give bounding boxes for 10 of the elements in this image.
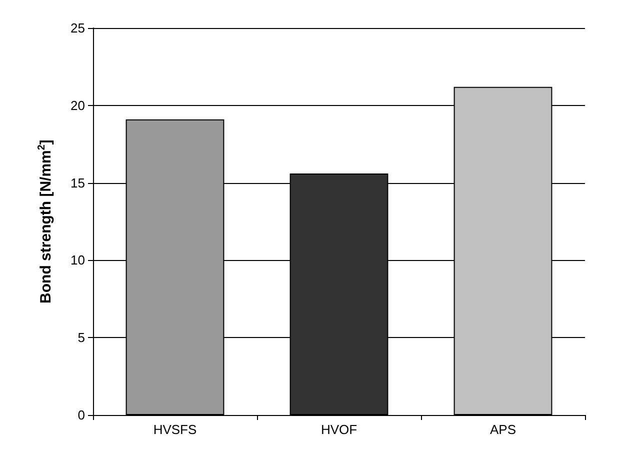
x-tick-label: APS <box>490 422 516 437</box>
x-tick-label: HVSFS <box>153 422 197 437</box>
y-tick-label: 5 <box>78 330 85 346</box>
x-tick-label: HVOF <box>320 422 358 437</box>
y-axis-title: Bond strength [N/mm2] <box>36 140 54 304</box>
y-tick-label: 15 <box>70 175 85 190</box>
y-tick-label: 0 <box>78 408 85 422</box>
y-tick-label: 10 <box>70 252 85 268</box>
y-tick-label: 25 <box>70 20 85 36</box>
y-tick-label: 20 <box>70 98 85 113</box>
